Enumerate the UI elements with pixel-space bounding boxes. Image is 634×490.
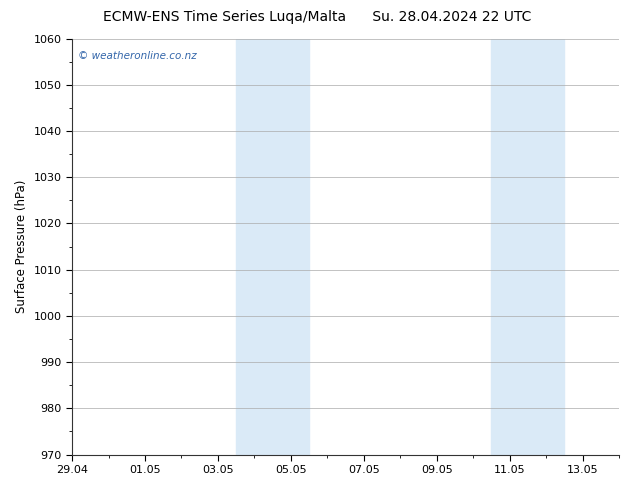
Bar [491, 39, 528, 455]
Bar [273, 39, 309, 455]
Bar [236, 39, 273, 455]
Text: © weatheronline.co.nz: © weatheronline.co.nz [77, 51, 197, 61]
Bar [528, 39, 564, 455]
Text: ECMW-ENS Time Series Luqa/Malta      Su. 28.04.2024 22 UTC: ECMW-ENS Time Series Luqa/Malta Su. 28.0… [103, 10, 531, 24]
Y-axis label: Surface Pressure (hPa): Surface Pressure (hPa) [15, 180, 28, 313]
